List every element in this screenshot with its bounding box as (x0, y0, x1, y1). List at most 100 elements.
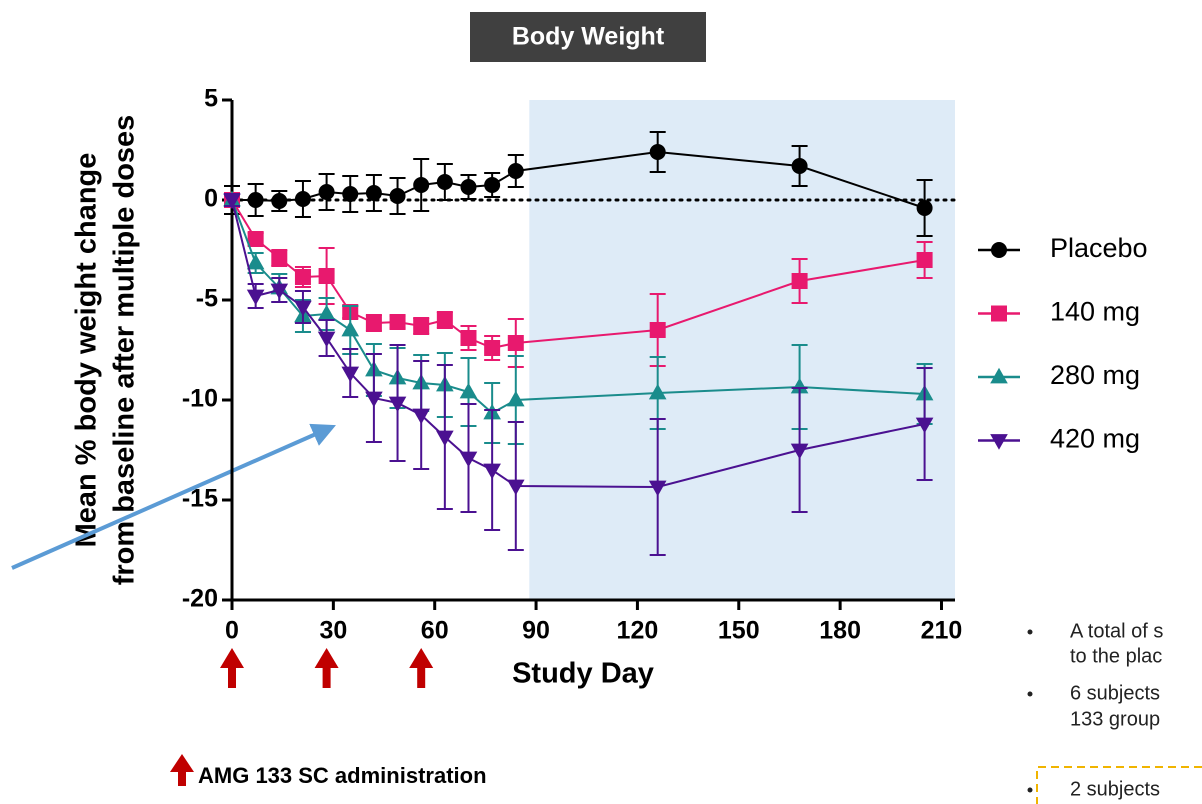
data-point (459, 451, 478, 468)
dose-arrow (409, 648, 434, 688)
x-tick-label: 60 (421, 617, 449, 645)
data-point (341, 366, 360, 383)
data-point (791, 158, 808, 174)
data-point (436, 312, 453, 328)
y-tick-label: 0 (204, 185, 218, 213)
data-point (246, 289, 265, 306)
data-point (649, 144, 666, 160)
data-point (790, 377, 809, 394)
data-point (649, 322, 666, 338)
data-point (484, 177, 501, 193)
data-point (271, 193, 288, 209)
data-point (460, 179, 477, 195)
legend-label: 280 mg (1050, 360, 1140, 390)
data-point (506, 390, 525, 407)
data-point (365, 185, 382, 201)
data-point (270, 283, 289, 300)
note-text: to the plac (1070, 645, 1162, 667)
y-tick-label: -10 (182, 385, 218, 413)
series-line (231, 199, 925, 415)
data-point (460, 330, 477, 346)
data-point (459, 382, 478, 399)
legend-marker (991, 305, 1007, 322)
y-axis-label: from baseline after multiple doses (109, 115, 141, 586)
y-tick-label: -15 (182, 485, 218, 513)
y-tick-label: -5 (196, 285, 218, 313)
data-point (436, 430, 454, 447)
data-point (506, 479, 525, 496)
data-point (916, 200, 933, 216)
data-point (223, 193, 241, 210)
y-tick-label: 5 (204, 85, 218, 113)
annotation-arrow (11, 423, 336, 570)
dose-legend-arrow (170, 754, 194, 786)
note-text: 133 group (1070, 708, 1160, 730)
data-point (412, 408, 430, 425)
chart-title: Body Weight (512, 23, 665, 51)
legend-label: 420 mg (1050, 424, 1140, 454)
note-box (1036, 766, 1202, 804)
data-point (246, 253, 265, 270)
data-point (318, 184, 335, 200)
legend-marker (990, 434, 1008, 450)
data-point (341, 320, 360, 337)
y-axis-label: Mean % body weight change (71, 153, 103, 548)
data-point (247, 231, 264, 247)
title-box (470, 12, 706, 62)
x-tick-label: 180 (819, 617, 861, 645)
x-axis-label: Study Day (512, 658, 654, 690)
data-point (388, 396, 407, 413)
highlight-band (529, 100, 955, 600)
series-line (232, 150, 925, 209)
data-point (389, 314, 406, 330)
data-point (791, 273, 808, 289)
data-point (247, 192, 264, 208)
data-point (483, 463, 501, 480)
x-tick-label: 120 (617, 617, 659, 645)
note-bullet (1027, 629, 1033, 635)
data-point (413, 177, 430, 193)
note-text: A total of s (1070, 620, 1163, 642)
series (224, 192, 933, 368)
data-point (294, 300, 312, 317)
note-bullet (1027, 691, 1033, 697)
highlight-layer (529, 100, 955, 600)
dose-arrow (314, 648, 339, 688)
series (224, 131, 933, 237)
x-tick-label: 30 (319, 617, 347, 645)
note-text: 6 subjects (1070, 682, 1160, 704)
data-point (436, 174, 453, 190)
data-point (294, 269, 311, 285)
data-point (790, 443, 809, 460)
data-point (318, 268, 335, 284)
data-point (317, 331, 336, 348)
data-point (915, 417, 934, 434)
x-tick-label: 0 (225, 617, 239, 645)
dose-legend: AMG 133 SC administration (198, 763, 487, 788)
data-point (365, 391, 383, 408)
x-tick-label: 90 (522, 617, 550, 645)
legend-label: 140 mg (1050, 297, 1140, 327)
note-text: 2 subjects (1070, 778, 1160, 800)
data-point (342, 186, 359, 202)
data-point (507, 335, 524, 351)
series-line (231, 199, 925, 350)
legend-marker (991, 242, 1007, 258)
x-tick-label: 150 (718, 617, 760, 645)
series-line (231, 199, 925, 489)
data-point (271, 250, 288, 266)
series (223, 193, 934, 556)
data-point (413, 318, 430, 334)
data-point (484, 340, 501, 356)
data-point (507, 163, 524, 179)
note-bullet (1027, 787, 1033, 793)
legend-label: Placebo (1050, 233, 1148, 263)
legend-marker (990, 367, 1008, 384)
x-tick-label: 210 (921, 617, 963, 645)
dose-arrow (220, 648, 244, 688)
data-point (365, 315, 382, 331)
data-point (294, 191, 311, 207)
y-tick-label: -20 (182, 585, 218, 613)
